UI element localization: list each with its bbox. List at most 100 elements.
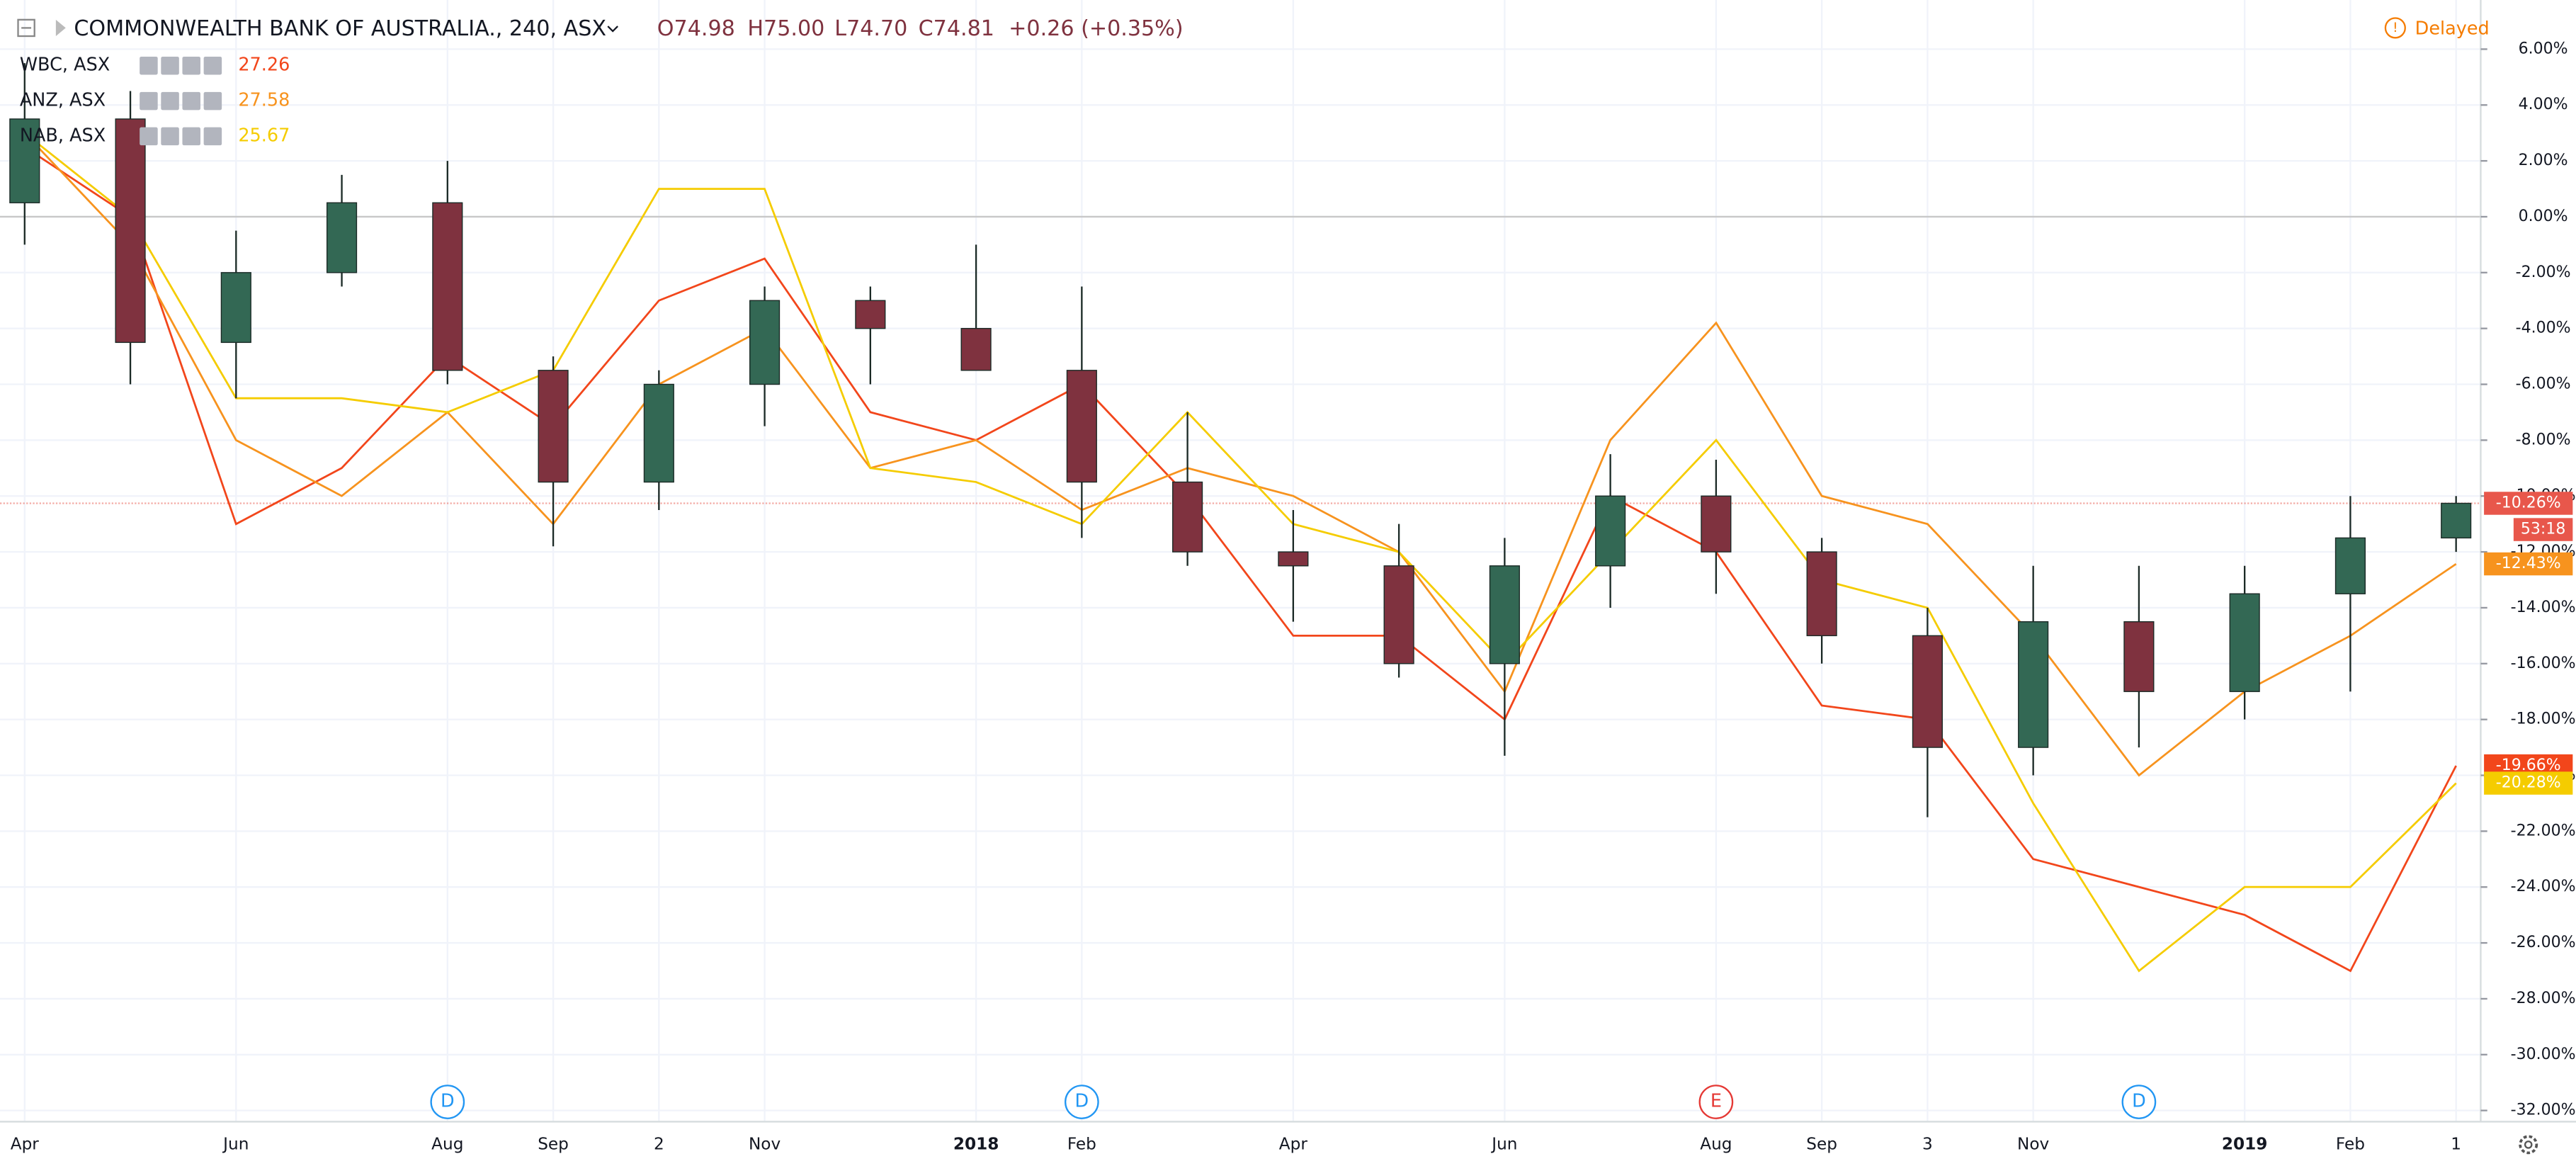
x-tick-label: 1 (2451, 1134, 2461, 1153)
legend-button[interactable] (203, 127, 222, 146)
ohlc-high: H75.00 (747, 16, 824, 41)
event-label: E (1710, 1091, 1722, 1112)
event-marker[interactable] (1064, 1085, 1099, 1119)
event-marker[interactable] (1698, 1085, 1734, 1119)
legend-name[interactable]: ANZ, ASX (20, 90, 106, 111)
change: +0.26 (+0.35%) (1009, 16, 1183, 41)
gear-center (2524, 1140, 2533, 1149)
y-tick-label: -18.00% (2511, 711, 2576, 728)
legend-button[interactable] (140, 91, 158, 111)
x-tick-label: 2 (654, 1134, 664, 1153)
legend-button[interactable] (140, 56, 158, 75)
y-tick-label: -14.00% (2511, 599, 2576, 616)
y-tick-label: -6.00% (2516, 375, 2571, 393)
countdown: 53:18 (2521, 521, 2565, 538)
legend-button[interactable] (182, 56, 200, 75)
legend-price: 27.58 (238, 90, 290, 111)
x-tick-label: Apr (1279, 1134, 1308, 1153)
legend-button[interactable] (161, 127, 179, 146)
y-tick-label: -26.00% (2511, 934, 2576, 951)
y-tick-label: 2.00% (2519, 152, 2568, 169)
x-tick-label: Aug (431, 1134, 463, 1153)
candle-body (2229, 593, 2260, 692)
y-tick-label: 6.00% (2519, 40, 2568, 57)
delayed-icon[interactable] (2384, 17, 2406, 39)
event-label: D (1075, 1091, 1089, 1112)
last-value-box (2484, 552, 2573, 576)
last-value-label: -10.26% (2496, 494, 2561, 511)
legend-button[interactable] (161, 56, 179, 75)
ohlc-close: C74.81 (919, 16, 994, 41)
x-tick-label: 2019 (2222, 1134, 2268, 1153)
candle-body (1278, 551, 1309, 567)
legend-button[interactable] (140, 127, 158, 146)
legend-button[interactable] (161, 91, 179, 111)
candle-body (220, 272, 251, 344)
x-tick-label: Sep (1806, 1134, 1837, 1153)
candle-body (538, 370, 569, 483)
y-tick-label: -16.00% (2511, 655, 2576, 672)
x-tick-label: Sep (538, 1134, 569, 1153)
candle-body (1066, 370, 1097, 483)
x-tick-label: Jun (222, 1134, 249, 1153)
candle-body (2441, 502, 2472, 539)
compare-line (23, 132, 2457, 973)
ohlc-open: O74.98 (657, 16, 735, 41)
legend-price: 27.26 (238, 55, 290, 76)
candle-body (1489, 565, 1520, 664)
y-tick-label: -4.00% (2516, 319, 2571, 337)
x-tick-label: Jun (1490, 1134, 1517, 1153)
candle-body (2334, 537, 2366, 594)
settings-button[interactable] (2519, 1135, 2538, 1155)
legend-button[interactable] (182, 127, 200, 146)
title-menu[interactable] (607, 26, 618, 33)
price-axis (2480, 0, 2576, 1166)
symbol-icon (55, 19, 66, 37)
event-marker[interactable] (430, 1085, 465, 1119)
x-tick-label: Nov (749, 1134, 781, 1153)
candle-body (1595, 495, 1626, 567)
y-tick-label: -22.00% (2511, 822, 2576, 839)
legend-button[interactable] (203, 91, 222, 111)
compare-line (23, 132, 2457, 777)
y-tick-label: -8.00% (2516, 431, 2571, 448)
x-tick-label: Apr (11, 1134, 40, 1153)
y-tick-label: 4.00% (2519, 96, 2568, 113)
event-label: D (2132, 1091, 2146, 1112)
collapse-button[interactable] (17, 18, 35, 38)
candle-body (432, 202, 463, 371)
time-axis (0, 1121, 2576, 1166)
y-tick-label: -24.00% (2511, 878, 2576, 895)
event-marker[interactable] (2121, 1085, 2157, 1119)
x-tick-label: 3 (1922, 1134, 1933, 1153)
candle-body (1383, 565, 1414, 664)
event-label: D (441, 1091, 455, 1112)
compare-line (24, 146, 2457, 973)
candle-body (1172, 481, 1203, 553)
countdown-box (2513, 518, 2573, 541)
candle-body (1912, 635, 1943, 748)
candle-body (1806, 551, 1837, 637)
y-tick-label: -30.00% (2511, 1046, 2576, 1063)
candle-body (1701, 495, 1732, 553)
delayed-status[interactable]: Delayed (2415, 18, 2490, 40)
legend-button[interactable] (203, 56, 222, 75)
candle-body (960, 327, 992, 371)
legend-name[interactable]: WBC, ASX (20, 55, 110, 76)
y-tick-label: -28.00% (2511, 990, 2576, 1007)
last-value-box (2484, 771, 2573, 795)
last-value-label: -12.43% (2496, 555, 2561, 572)
last-value-label: -20.28% (2496, 774, 2561, 792)
y-tick-label: -32.00% (2511, 1102, 2576, 1119)
legend-name[interactable]: NAB, ASX (20, 125, 106, 146)
x-tick-label: Feb (1067, 1134, 1096, 1153)
last-value-label: -19.66% (2496, 757, 2561, 774)
gear-icon (2519, 1135, 2538, 1155)
legend-button[interactable] (182, 91, 200, 111)
chart-title[interactable]: COMMONWEALTH BANK OF AUSTRALIA., 240, AS… (74, 16, 606, 41)
overlay: COMMONWEALTH BANK OF AUSTRALIA., 240, AS… (17, 16, 2573, 1155)
